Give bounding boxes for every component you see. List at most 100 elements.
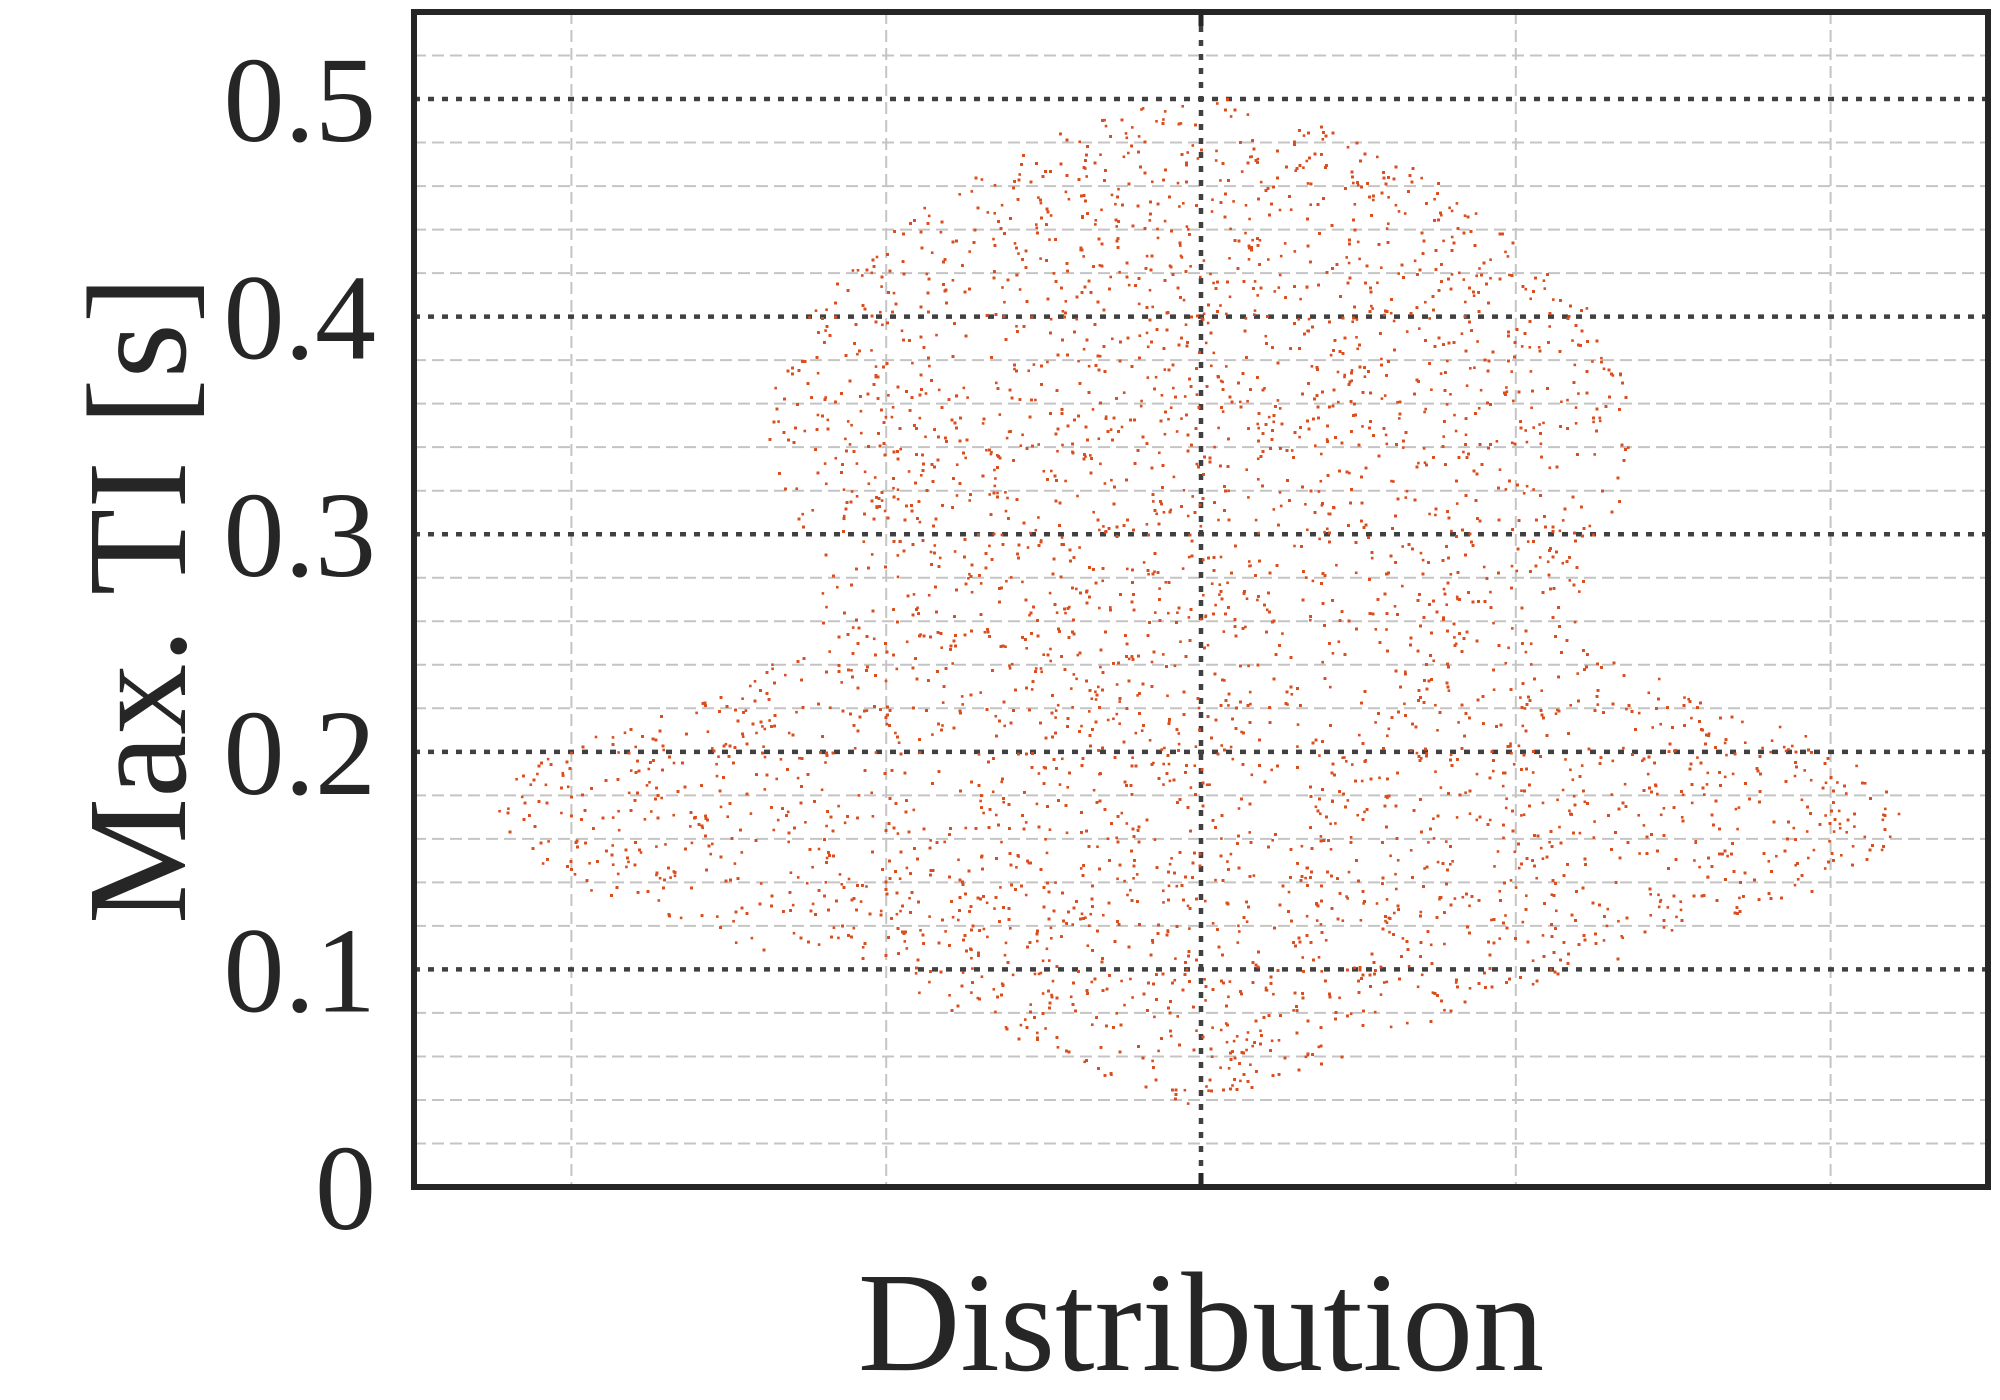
data-point (994, 714, 998, 718)
data-point (1517, 744, 1521, 748)
data-point (611, 816, 615, 819)
data-point (918, 520, 922, 524)
data-point (1069, 995, 1073, 999)
data-point (1206, 643, 1210, 647)
data-point (1510, 370, 1513, 373)
data-point (1617, 919, 1620, 923)
data-point (895, 667, 899, 671)
data-point (1075, 677, 1078, 681)
data-point (890, 415, 894, 419)
data-point (1067, 197, 1071, 201)
data-point (1449, 573, 1453, 576)
data-point (994, 1010, 997, 1014)
data-point (1556, 798, 1559, 802)
data-point (940, 646, 943, 649)
data-point (1009, 927, 1012, 930)
data-point (918, 991, 921, 995)
data-point (961, 971, 965, 974)
data-point (541, 862, 545, 865)
data-point (1087, 364, 1091, 368)
data-point (1099, 462, 1102, 466)
data-point (1102, 913, 1105, 917)
data-point (1050, 937, 1053, 940)
data-point (966, 396, 969, 399)
data-point (1489, 258, 1492, 261)
data-point (1076, 494, 1079, 498)
data-point (1298, 435, 1301, 439)
data-point (1356, 813, 1359, 817)
data-point (1417, 461, 1420, 465)
data-point (1246, 399, 1249, 403)
data-point (1320, 452, 1323, 456)
data-point (1568, 579, 1572, 582)
data-point (1045, 851, 1049, 855)
data-point (1476, 340, 1479, 343)
data-point (1572, 794, 1576, 798)
data-point (979, 799, 982, 803)
data-point (1118, 700, 1121, 703)
data-point (1882, 813, 1885, 817)
data-point (918, 416, 922, 420)
data-point (1464, 433, 1468, 437)
data-point (895, 912, 899, 916)
data-point (1248, 831, 1251, 834)
data-point (1061, 757, 1064, 761)
data-point (1317, 956, 1321, 959)
data-point (1124, 132, 1128, 135)
data-point (1428, 512, 1431, 516)
data-point (627, 860, 630, 864)
data-point (881, 323, 884, 327)
data-point (1005, 436, 1009, 440)
data-point (1853, 825, 1856, 828)
data-point (1210, 1055, 1214, 1058)
data-point (1782, 745, 1786, 749)
data-point (1320, 970, 1323, 973)
data-point (928, 980, 931, 984)
data-point (1679, 900, 1682, 903)
data-point (1183, 395, 1187, 398)
data-point (1317, 1045, 1321, 1049)
data-point (1168, 779, 1172, 783)
data-point (1064, 611, 1067, 615)
data-point (1164, 581, 1168, 584)
data-point (985, 448, 988, 452)
data-point (1492, 621, 1495, 625)
data-point (1028, 613, 1031, 617)
data-point (1541, 801, 1545, 805)
data-point (1173, 978, 1177, 982)
data-point (1329, 848, 1333, 851)
data-point (1167, 762, 1171, 766)
data-point (1083, 1060, 1086, 1064)
data-point (848, 443, 852, 446)
data-point (1114, 202, 1117, 206)
data-point (1506, 255, 1510, 258)
data-point (1151, 1059, 1154, 1063)
data-point (1528, 346, 1532, 349)
data-point (1287, 890, 1291, 894)
data-point (1409, 849, 1413, 852)
data-point (1401, 584, 1404, 588)
data-point (850, 669, 853, 672)
data-point (1398, 417, 1401, 420)
data-point (1455, 502, 1459, 505)
data-point (639, 851, 643, 854)
data-point (1383, 313, 1386, 317)
data-point (1180, 417, 1183, 420)
data-point (1082, 347, 1086, 351)
data-point (1106, 718, 1110, 722)
data-point (1519, 696, 1522, 699)
data-point (1179, 122, 1183, 125)
data-point (867, 482, 871, 485)
data-point (1606, 907, 1610, 911)
data-point (1297, 318, 1300, 321)
data-point (1659, 722, 1662, 726)
data-point (647, 767, 651, 771)
data-point (1148, 219, 1152, 222)
data-point (1475, 772, 1479, 776)
data-point (1520, 345, 1524, 348)
data-point (1809, 778, 1813, 782)
data-point (679, 916, 683, 920)
data-point (1226, 581, 1229, 585)
data-point (784, 673, 787, 677)
data-point (1176, 181, 1180, 185)
